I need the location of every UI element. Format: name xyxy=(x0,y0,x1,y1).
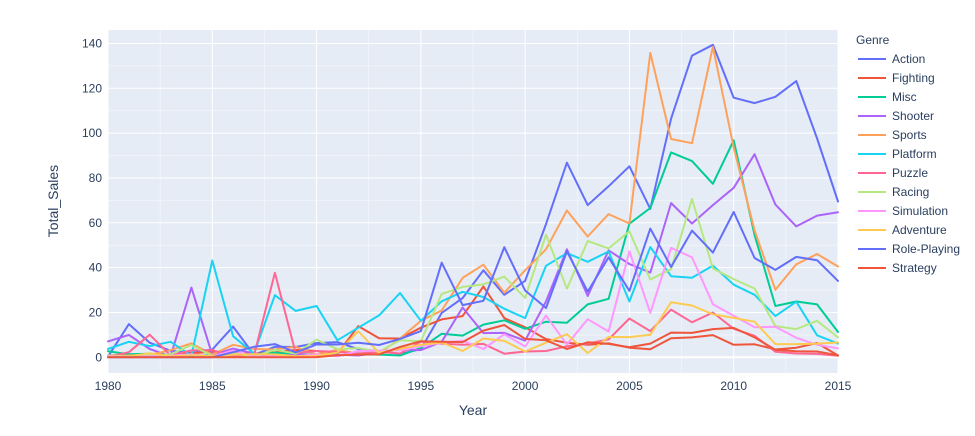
y-tick-label: 0 xyxy=(95,350,102,364)
series-line-adventure xyxy=(107,301,839,358)
series-line-platform xyxy=(107,246,839,357)
series-line-role-playing xyxy=(107,211,839,359)
legend-item-strategy[interactable]: Strategy xyxy=(858,261,937,275)
legend-item-shooter[interactable]: Shooter xyxy=(858,109,934,123)
x-axis-ticks: 1980 1985 1990 1995 2000 2005 2010 2015 xyxy=(95,379,852,393)
legend-label: Platform xyxy=(892,147,937,161)
series-lines xyxy=(107,43,839,359)
series-line-shooter xyxy=(107,153,839,358)
legend-item-role-playing[interactable]: Role-Playing xyxy=(858,242,960,256)
series-line-action xyxy=(107,43,839,358)
y-tick-label: 20 xyxy=(89,305,103,319)
y-tick-label: 140 xyxy=(82,36,102,50)
x-tick-label: 1980 xyxy=(95,379,122,393)
legend-title: Genre xyxy=(856,33,890,47)
y-axis-title: Total_Sales xyxy=(45,165,61,237)
legend-item-racing[interactable]: Racing xyxy=(858,185,929,199)
legend-item-adventure[interactable]: Adventure xyxy=(858,223,947,237)
legend-label: Misc xyxy=(892,90,917,104)
legend-item-simulation[interactable]: Simulation xyxy=(858,204,948,218)
legend-item-platform[interactable]: Platform xyxy=(858,147,937,161)
legend-label: Strategy xyxy=(892,261,937,275)
x-axis-title: Year xyxy=(459,402,488,418)
y-axis-ticks: 0 20 40 60 80 100 120 140 xyxy=(82,36,102,364)
series-line-strategy xyxy=(107,324,839,359)
legend-label: Simulation xyxy=(892,204,948,218)
legend-item-puzzle[interactable]: Puzzle xyxy=(858,166,928,180)
y-tick-label: 80 xyxy=(89,171,103,185)
y-tick-label: 100 xyxy=(82,126,102,140)
legend-label: Fighting xyxy=(892,71,935,85)
x-tick-label: 1990 xyxy=(303,379,330,393)
x-tick-label: 2010 xyxy=(720,379,747,393)
legend-label: Sports xyxy=(892,128,927,142)
y-tick-label: 60 xyxy=(89,216,103,230)
x-tick-label: 1995 xyxy=(408,379,435,393)
legend-label: Racing xyxy=(892,185,929,199)
x-tick-label: 2000 xyxy=(512,379,539,393)
legend-label: Puzzle xyxy=(892,166,928,180)
series-line-sports xyxy=(107,45,839,357)
legend[interactable]: Action Fighting Misc Shooter Sports Platform P… xyxy=(858,52,960,275)
legend-label: Adventure xyxy=(892,223,947,237)
legend-item-misc[interactable]: Misc xyxy=(858,90,917,104)
legend-label: Role-Playing xyxy=(892,242,960,256)
y-tick-label: 40 xyxy=(89,261,103,275)
legend-label: Action xyxy=(892,52,925,66)
y-tick-label: 120 xyxy=(82,81,102,95)
legend-item-action[interactable]: Action xyxy=(858,52,925,66)
legend-label: Shooter xyxy=(892,109,934,123)
x-tick-label: 2005 xyxy=(616,379,643,393)
x-tick-label: 1985 xyxy=(199,379,226,393)
legend-item-fighting[interactable]: Fighting xyxy=(858,71,935,85)
legend-item-sports[interactable]: Sports xyxy=(858,128,927,142)
x-tick-label: 2015 xyxy=(825,379,852,393)
